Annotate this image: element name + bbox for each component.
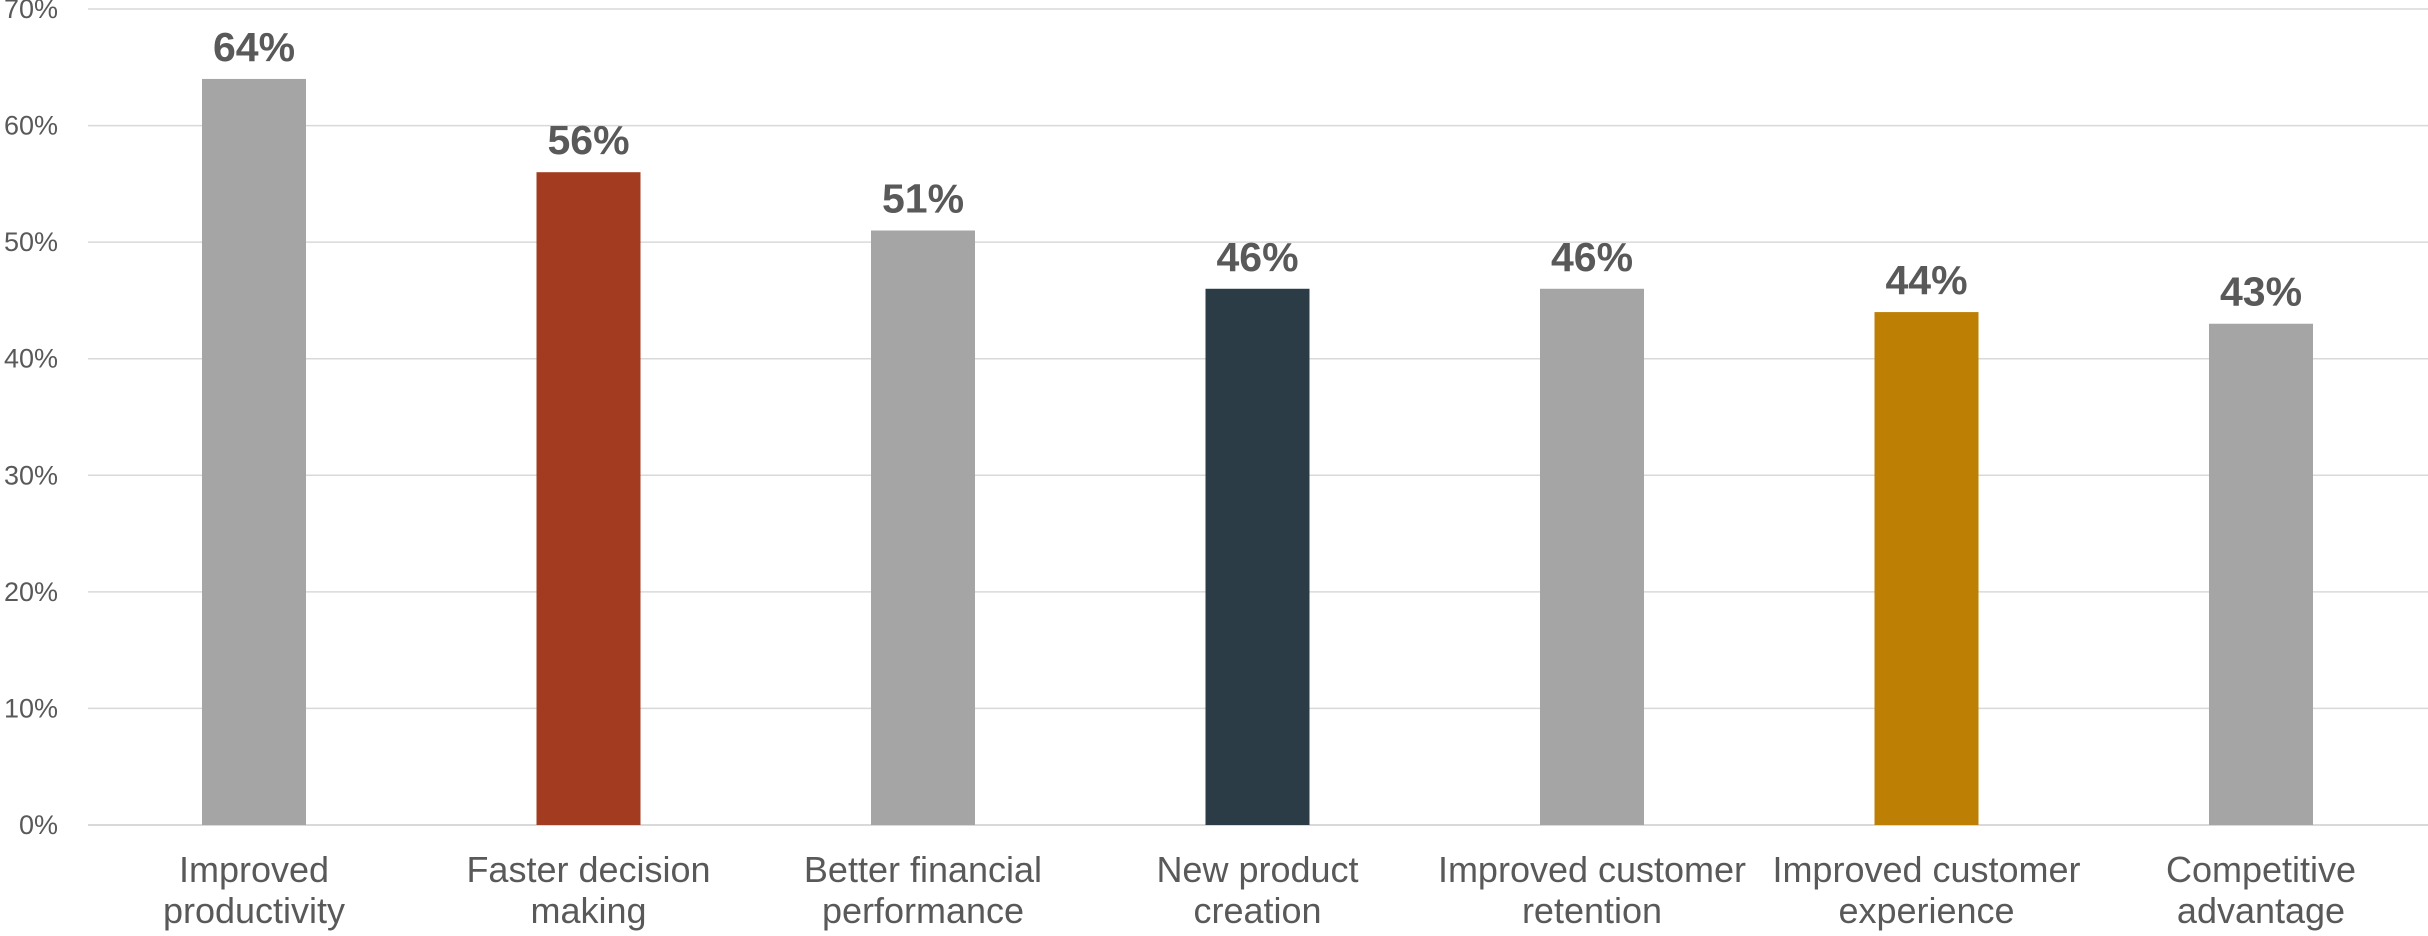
category-label: Faster decision making — [466, 849, 710, 931]
bar — [1205, 288, 1310, 825]
category-label: New product creation — [1156, 849, 1358, 931]
data-label: 51% — [882, 175, 964, 221]
category-label-line: retention — [1522, 890, 1662, 931]
category-label-line: experience — [1838, 890, 2014, 931]
y-tick-label: 30% — [4, 460, 58, 490]
bar — [2209, 323, 2313, 825]
category-label-line: making — [530, 890, 646, 931]
y-axis-tick-labels: 0% 10% 20% 30% 40% 50% 60% 70% — [4, 0, 58, 840]
category-label: Improved customer experience — [1772, 849, 2080, 931]
category-label-line: Better financial — [804, 849, 1042, 890]
category-label: Improved productivity — [163, 849, 345, 931]
y-tick-label: 10% — [4, 693, 58, 723]
category-label-line: advantage — [2177, 890, 2345, 931]
y-tick-label: 0% — [19, 810, 58, 840]
category-label-line: Competitive — [2166, 849, 2356, 890]
category-label-line: Improved customer — [1438, 849, 1746, 890]
data-label: 43% — [2220, 269, 2302, 315]
data-label: 46% — [1216, 234, 1298, 280]
data-label: 56% — [547, 117, 629, 163]
y-tick-label: 60% — [4, 111, 58, 141]
data-labels: 64% 56% 51% 46% 46% 44% 43% — [213, 24, 2302, 315]
bar — [871, 230, 975, 825]
category-label-line: productivity — [163, 890, 345, 931]
category-label-line: Improved — [179, 849, 329, 890]
data-label: 46% — [1551, 234, 1633, 280]
category-label-line: Faster decision — [466, 849, 710, 890]
category-label-line: Improved customer — [1772, 849, 2080, 890]
y-tick-label: 20% — [4, 577, 58, 607]
y-tick-label: 40% — [4, 344, 58, 374]
bar — [202, 78, 306, 825]
y-tick-label: 50% — [4, 227, 58, 257]
category-label-line: performance — [822, 890, 1024, 931]
data-label: 64% — [213, 24, 295, 70]
bars — [202, 78, 2313, 826]
category-label: Improved customer retention — [1438, 849, 1746, 931]
category-label: Competitive advantage — [2166, 849, 2356, 931]
category-label: Better financial performance — [804, 849, 1042, 931]
bar — [1874, 312, 1979, 826]
bar — [1540, 288, 1644, 825]
data-label: 44% — [1885, 257, 1967, 303]
x-axis-category-labels: Improved productivity Faster decision makin… — [163, 849, 2356, 931]
category-label-line: New product — [1156, 849, 1358, 890]
y-tick-label: 70% — [4, 0, 58, 24]
bar — [536, 172, 641, 825]
category-label-line: creation — [1193, 890, 1321, 931]
